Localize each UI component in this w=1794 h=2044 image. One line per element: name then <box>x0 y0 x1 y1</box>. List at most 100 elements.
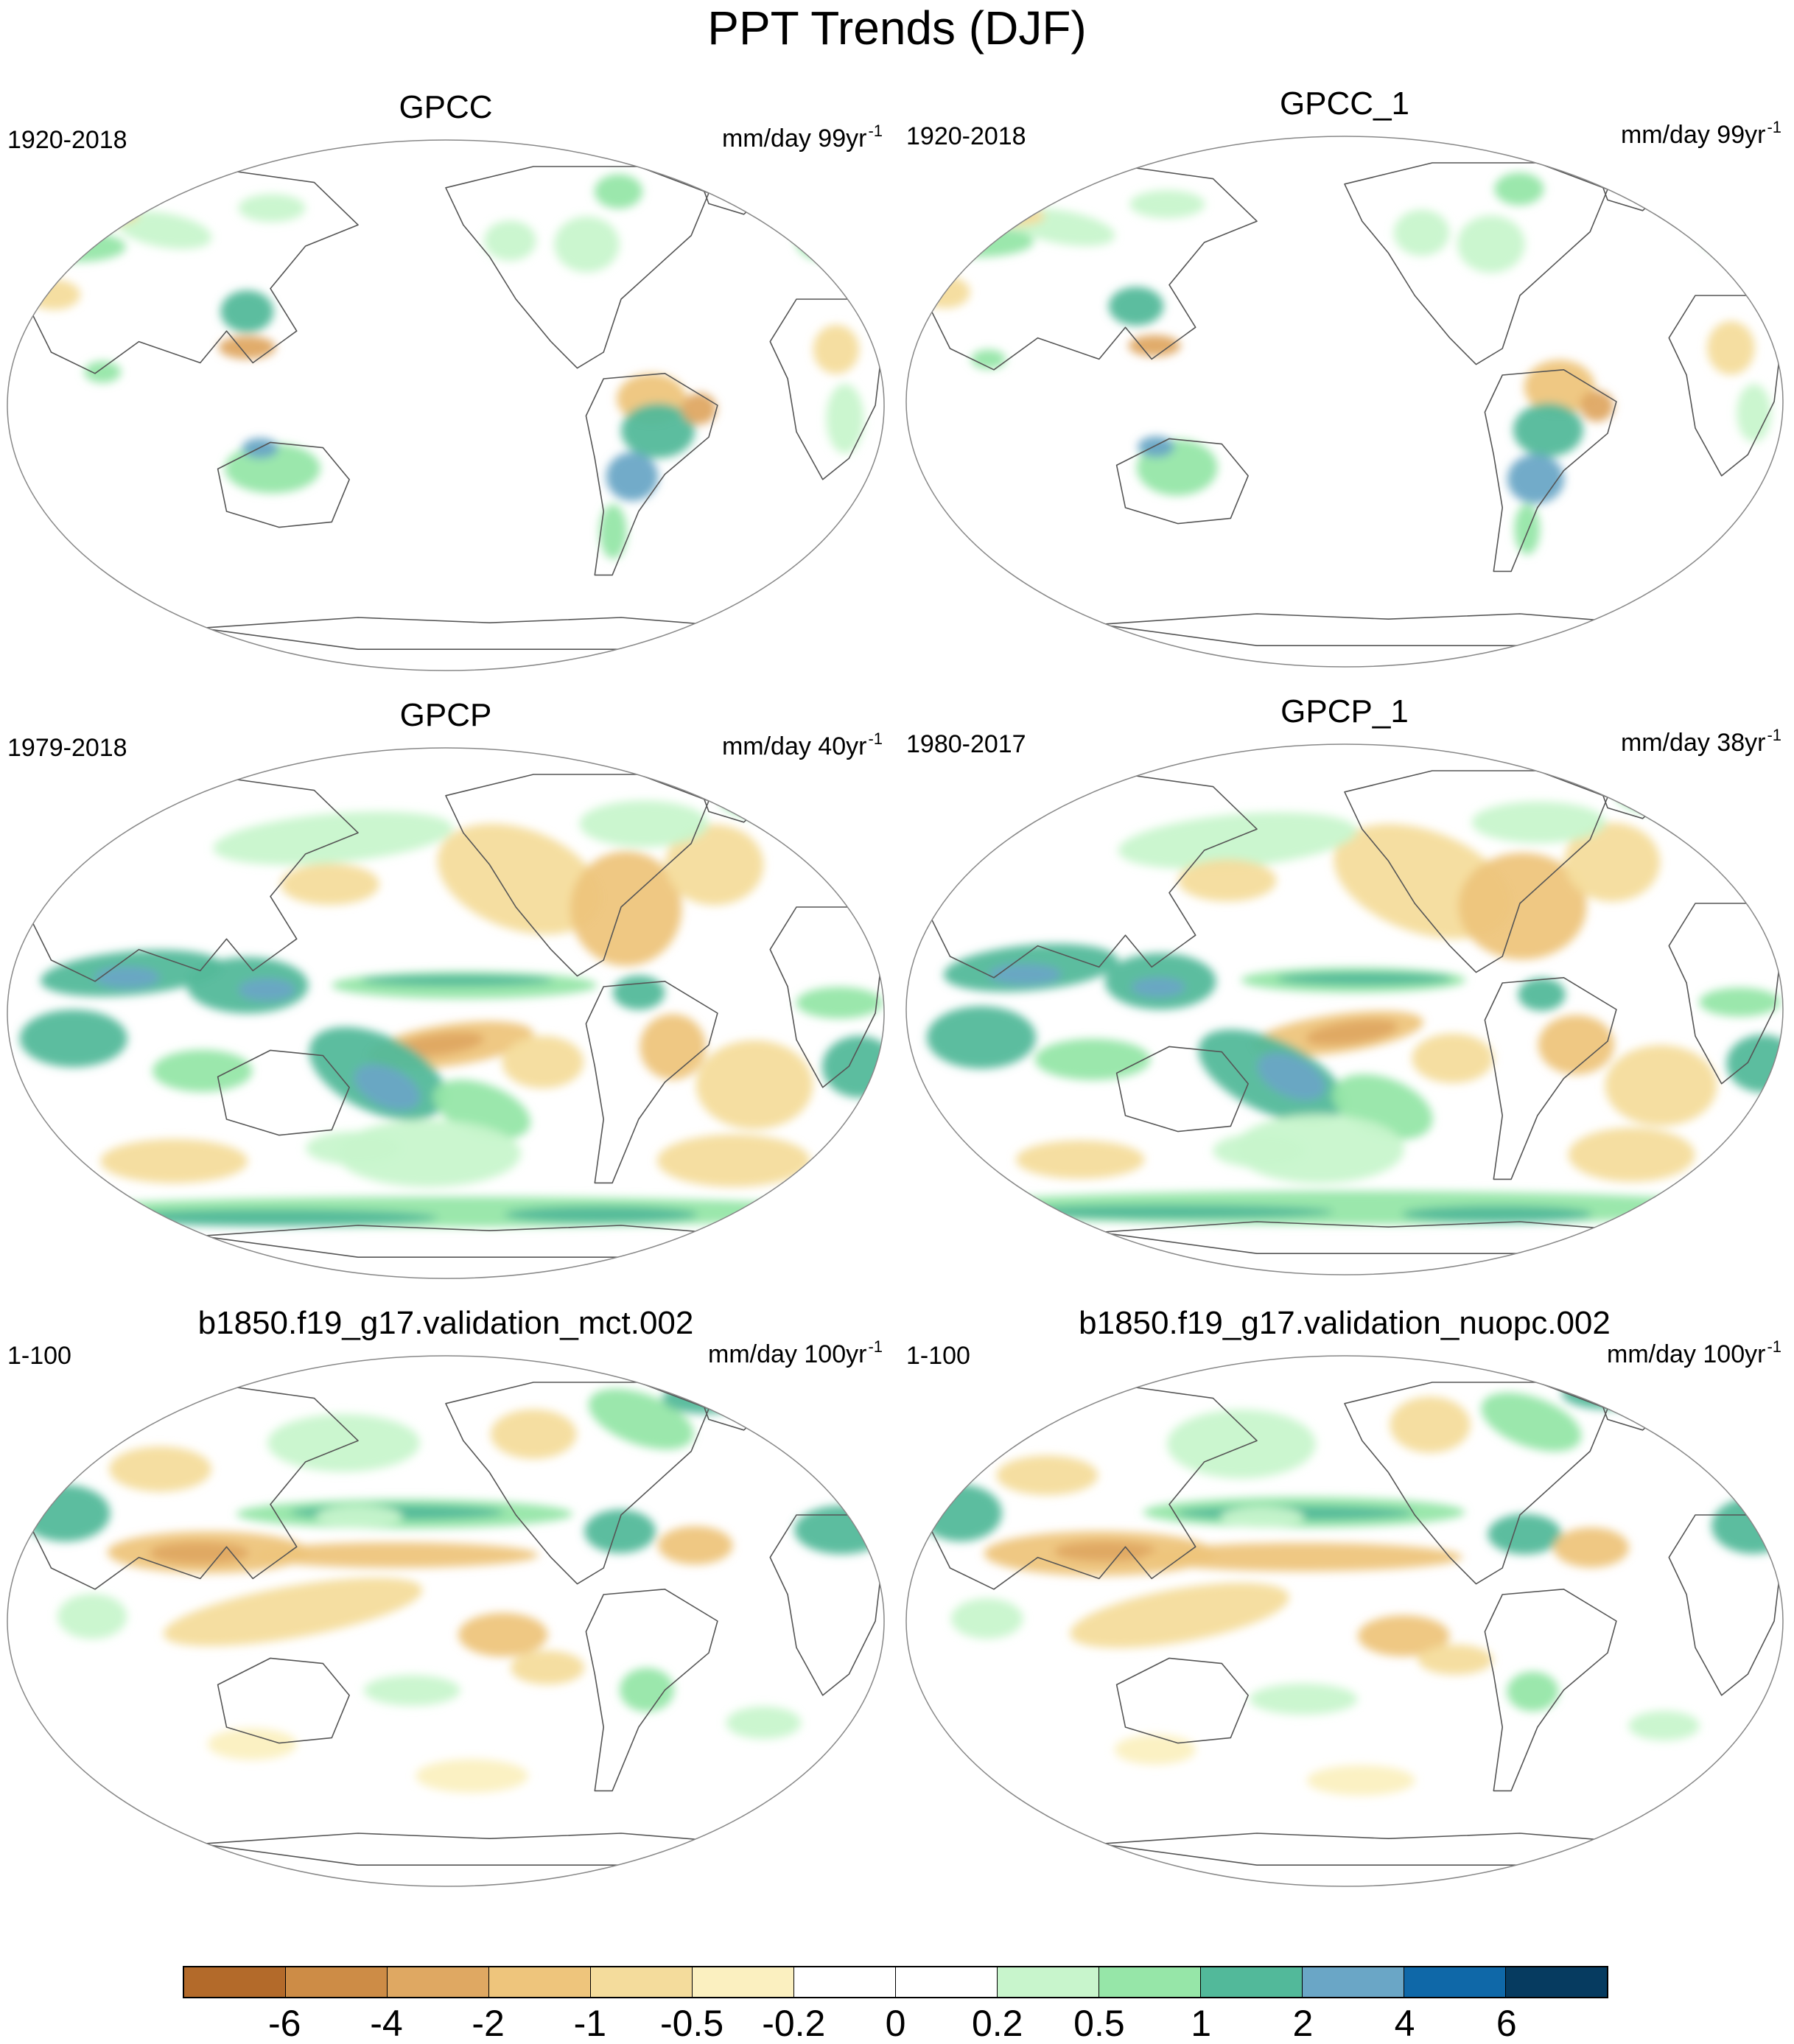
trend-contour <box>570 851 682 966</box>
trend-contour <box>208 1728 297 1760</box>
trend-contour <box>1628 1710 1700 1741</box>
trend-contour <box>1737 384 1772 442</box>
panel-period: 1979-2018 <box>7 734 127 762</box>
colorbar-label: -0.2 <box>762 2003 826 2044</box>
trend-contour <box>502 1035 584 1089</box>
trend-contour <box>1131 977 1185 998</box>
trend-contour <box>1605 1045 1717 1127</box>
coastline-antarctica <box>199 617 754 651</box>
trend-contour <box>796 987 883 1019</box>
trend-contour <box>1699 987 1781 1017</box>
colorbar-box <box>997 1967 1099 1997</box>
colorbar-box <box>692 1967 793 1997</box>
trend-contour <box>554 216 620 273</box>
trend-contour <box>29 231 126 262</box>
trend-contour <box>1458 853 1587 960</box>
trend-contour <box>1178 859 1277 902</box>
colorbar-label: -6 <box>267 2003 301 2044</box>
trend-contour <box>612 975 665 1010</box>
trend-contour <box>658 1526 733 1565</box>
panel-period: 1-100 <box>906 1342 970 1370</box>
coastline-asia <box>922 162 1258 371</box>
trend-contour <box>252 1542 539 1568</box>
colorbar-box <box>1200 1967 1302 1997</box>
colorbar-box <box>184 1967 285 1997</box>
trend-contour <box>360 974 553 987</box>
trend-contour <box>1138 436 1174 458</box>
trend-contour <box>1306 1019 1398 1046</box>
trend-contour <box>458 1612 548 1657</box>
trend-contour <box>1401 1205 1593 1223</box>
trend-contour <box>1249 1683 1358 1715</box>
map-border <box>905 1355 1784 1887</box>
map-panel-validation-nuopc: b1850.f19_g17.validation_nuopc.002 1-100… <box>899 1304 1790 1894</box>
colorbar-label: 0.5 <box>1073 2003 1125 2044</box>
trend-contour <box>19 1009 127 1068</box>
trend-contour <box>726 1706 802 1740</box>
trend-contour <box>220 290 274 333</box>
coastline-samerica <box>1484 368 1617 573</box>
panel-units: mm/day 38yr-1 <box>1620 726 1781 757</box>
colorbar-label: -1 <box>573 2003 607 2044</box>
coastline-asia <box>24 166 359 374</box>
map-plot <box>7 139 885 671</box>
coastline-antarctica <box>1098 1221 1653 1255</box>
map-border <box>905 743 1784 1275</box>
coastline-australia <box>217 1049 350 1136</box>
trend-contour <box>1494 172 1544 206</box>
map-background <box>906 136 1783 667</box>
trend-contour <box>163 1578 423 1647</box>
trend-contour <box>1561 1378 1653 1410</box>
trend-contour <box>416 1759 528 1793</box>
trend-contour <box>950 1598 1023 1639</box>
trend-contour <box>116 211 212 250</box>
trend-contour <box>1507 454 1564 504</box>
trend-contour <box>599 504 627 559</box>
trend-contour <box>695 1040 813 1130</box>
trend-contour <box>620 1667 674 1712</box>
trend-contour <box>621 403 695 458</box>
panel-period: 1920-2018 <box>7 126 127 154</box>
trend-contour <box>579 800 709 847</box>
trend-contour <box>213 811 454 865</box>
trend-contour <box>1707 321 1755 375</box>
trend-contour <box>267 1414 420 1472</box>
map-border <box>905 136 1784 668</box>
trend-contour <box>315 1505 403 1528</box>
trend-contour <box>1616 774 1722 815</box>
trend-contour <box>681 393 717 425</box>
colorbar-box <box>1099 1967 1200 1997</box>
trend-contour <box>57 1594 127 1639</box>
coastline-asia <box>24 774 359 982</box>
colorbar-box <box>285 1967 387 1997</box>
coastline-samerica <box>585 1588 718 1792</box>
panel-title: GPCP_1 <box>1280 693 1409 729</box>
map-plot <box>905 743 1784 1275</box>
trend-contour <box>1457 215 1525 273</box>
coastline-samerica <box>1484 976 1617 1180</box>
panel-units: mm/day 99yr-1 <box>721 122 883 153</box>
trend-contour <box>1015 1140 1145 1179</box>
colorbar-label: 4 <box>1394 2003 1415 2044</box>
trend-contour <box>1129 190 1205 219</box>
trend-contour <box>1070 1583 1289 1648</box>
coastline-australia <box>217 1657 350 1744</box>
trend-contour <box>1538 1015 1615 1075</box>
trend-contour <box>242 438 278 459</box>
trend-contour <box>1507 1671 1559 1712</box>
trend-contour <box>1390 1396 1471 1453</box>
trend-contour <box>354 1064 421 1110</box>
map-background <box>7 1356 884 1886</box>
trend-contour <box>280 863 379 906</box>
coastline-antarctica <box>199 1833 754 1866</box>
trend-contour <box>1580 391 1614 422</box>
trend-contour <box>1128 335 1181 357</box>
trend-contour <box>795 218 848 260</box>
trend-contour <box>1488 1513 1562 1555</box>
trend-contour <box>392 1032 484 1057</box>
trend-contour <box>504 1205 698 1223</box>
trend-contour <box>218 335 276 360</box>
trend-contour <box>594 174 643 209</box>
trend-contour <box>363 1675 460 1706</box>
panel-title: GPCP <box>399 697 492 733</box>
